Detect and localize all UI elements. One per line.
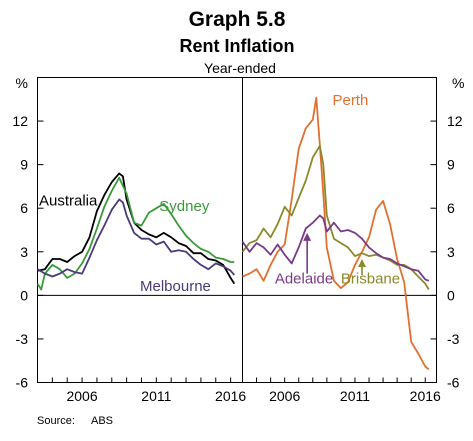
source-value: ABS xyxy=(91,415,113,427)
y-tick-label-right: 3 xyxy=(447,244,455,260)
chart-note: Year-ended xyxy=(204,60,276,76)
series-line-melbourne xyxy=(37,198,235,278)
series-label-perth: Perth xyxy=(332,92,368,109)
y-tick-label-left: 12 xyxy=(12,113,28,129)
y-tick-label-right: 6 xyxy=(447,200,455,216)
series-line-perth xyxy=(242,96,430,371)
y-tick-label-left: -3 xyxy=(16,331,29,347)
series-label-melbourne: Melbourne xyxy=(140,278,211,295)
series-label-sydney: Sydney xyxy=(159,198,210,215)
y-tick-label-right: -3 xyxy=(447,331,460,347)
y-tick-label-left: 0 xyxy=(20,287,28,303)
y-tick-label-left: 6 xyxy=(20,200,28,216)
x-tick-label: 2016 xyxy=(215,388,246,404)
series-label-adelaide: Adelaide xyxy=(275,271,333,288)
x-tick-label: 2011 xyxy=(141,388,171,404)
arrow-head xyxy=(357,259,366,268)
plot-frame xyxy=(37,77,437,383)
x-tick-label: 2011 xyxy=(340,388,370,404)
series-line-sydney xyxy=(36,176,235,291)
y-tick-label-right: 12 xyxy=(447,113,463,129)
y-unit-right: % xyxy=(452,75,464,91)
series-label-brisbane: Brisbane xyxy=(341,271,400,288)
series-label-australia: Australia xyxy=(39,192,98,209)
series-line-brisbane xyxy=(241,144,430,290)
y-unit-left: % xyxy=(16,75,28,91)
x-tick-label: 2006 xyxy=(269,388,300,404)
series-line-adelaide xyxy=(241,214,430,282)
arrow-head xyxy=(303,232,312,241)
y-tick-label-left: -6 xyxy=(16,375,29,391)
series-labels: Australia Sydney Melbourne Perth Adelaide Bri… xyxy=(39,92,400,295)
y-tick-label-right: 9 xyxy=(447,157,455,173)
x-tick-label: 2006 xyxy=(66,388,97,404)
y-tick-label-right: -6 xyxy=(447,375,460,391)
y-tick-label-right: 0 xyxy=(447,287,455,303)
y-tick-label-left: 9 xyxy=(20,157,28,173)
y-tick-label-left: 3 xyxy=(20,244,28,260)
axis-ticks: -6 -6 -3 -3 0 0 3 3 6 6 9 9 12 12 2006 2011 2016 2006 2011… xyxy=(12,113,462,404)
series-layer xyxy=(36,96,430,371)
x-tick-label: 2016 xyxy=(410,388,441,404)
source-label: Source: xyxy=(37,415,75,427)
chart-title: Graph 5.8 xyxy=(189,8,286,31)
chart-subtitle: Rent Inflation xyxy=(180,36,295,56)
